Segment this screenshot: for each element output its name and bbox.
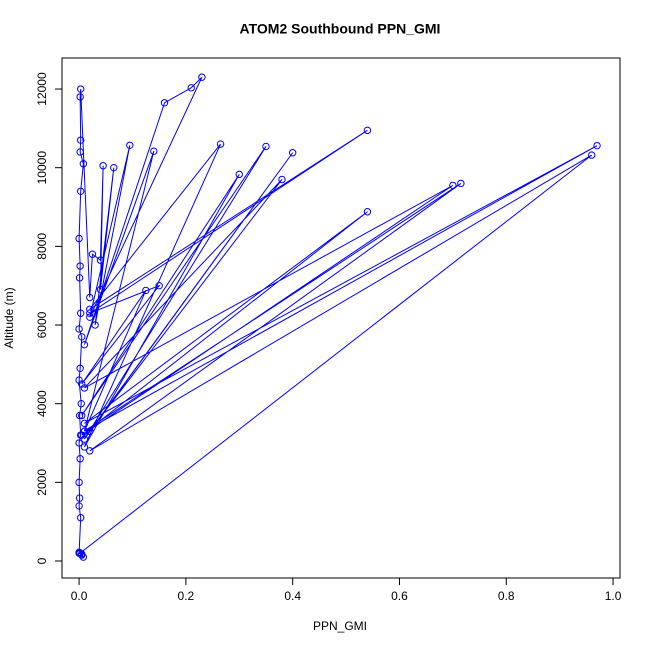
data-point	[457, 179, 465, 188]
data-point	[288, 149, 297, 157]
data-point	[75, 439, 83, 447]
data-point	[155, 281, 163, 290]
data-point	[78, 333, 86, 341]
x-tick-label: 0.2	[178, 589, 195, 603]
data-point	[80, 419, 89, 428]
data-point	[99, 162, 107, 170]
data-point	[79, 160, 88, 168]
x-axis-title: PPN_GMI	[313, 619, 367, 633]
y-tick-label: 6000	[35, 311, 49, 338]
data-point	[86, 427, 94, 435]
data-point	[96, 256, 105, 264]
y-tick-label: 8000	[35, 233, 49, 260]
data-point	[76, 85, 85, 93]
data-point	[80, 427, 89, 435]
data-point	[75, 411, 84, 420]
data-point	[86, 293, 94, 302]
data-point	[363, 208, 372, 216]
data-point	[78, 551, 86, 559]
data-point	[88, 250, 97, 258]
data-point	[76, 136, 85, 144]
x-tick-label: 0.6	[391, 589, 408, 603]
data-point	[76, 431, 85, 439]
data-point	[75, 478, 83, 487]
data-point	[80, 340, 89, 349]
data-point	[75, 325, 83, 333]
x-tick-label: 0.4	[284, 589, 301, 603]
data-point	[80, 435, 89, 443]
data-point	[449, 181, 457, 190]
data-point	[216, 140, 225, 148]
y-axis-title: Altitude (m)	[2, 287, 16, 348]
data-point	[76, 309, 85, 317]
data-point	[150, 147, 158, 155]
data-point	[187, 84, 195, 92]
data-point	[142, 286, 150, 295]
data-point	[76, 514, 85, 522]
data-point	[198, 73, 206, 81]
data-point	[76, 187, 85, 195]
data-point	[96, 285, 105, 294]
data-point	[262, 142, 270, 151]
y-tick-label: 0	[35, 557, 49, 564]
data-point	[76, 455, 84, 463]
data-line	[78, 76, 598, 558]
data-point	[110, 163, 118, 172]
data-point	[126, 141, 134, 149]
x-tick-label: 1.0	[605, 589, 622, 603]
y-tick-label: 10000	[35, 151, 49, 185]
y-tick-label: 4000	[35, 390, 49, 417]
data-point	[363, 126, 372, 135]
data-point	[587, 151, 596, 159]
data-point	[160, 99, 169, 107]
data-point	[86, 447, 94, 455]
chart-title: ATOM2 Southbound PPN_GMI	[240, 21, 441, 37]
x-tick-label: 0.0	[71, 589, 88, 603]
data-point	[91, 321, 99, 329]
x-tick-label: 0.8	[498, 589, 515, 603]
data-point	[80, 443, 89, 451]
data-point	[75, 274, 84, 282]
y-tick-label: 2000	[35, 469, 49, 496]
data-point	[76, 148, 84, 156]
data-point	[278, 175, 286, 184]
data-point	[593, 141, 601, 150]
data-point	[86, 309, 94, 317]
data-point	[75, 234, 83, 243]
data-point	[75, 376, 83, 384]
data-point	[235, 170, 243, 179]
data-point	[75, 502, 83, 510]
data-point	[77, 399, 85, 408]
data-point	[75, 494, 84, 502]
data-point	[76, 364, 84, 372]
data-point	[86, 313, 94, 321]
data-point	[86, 305, 94, 313]
data-point	[78, 411, 86, 420]
data-point	[76, 262, 84, 270]
y-tick-label: 12000	[35, 72, 49, 106]
data-point	[76, 93, 84, 101]
